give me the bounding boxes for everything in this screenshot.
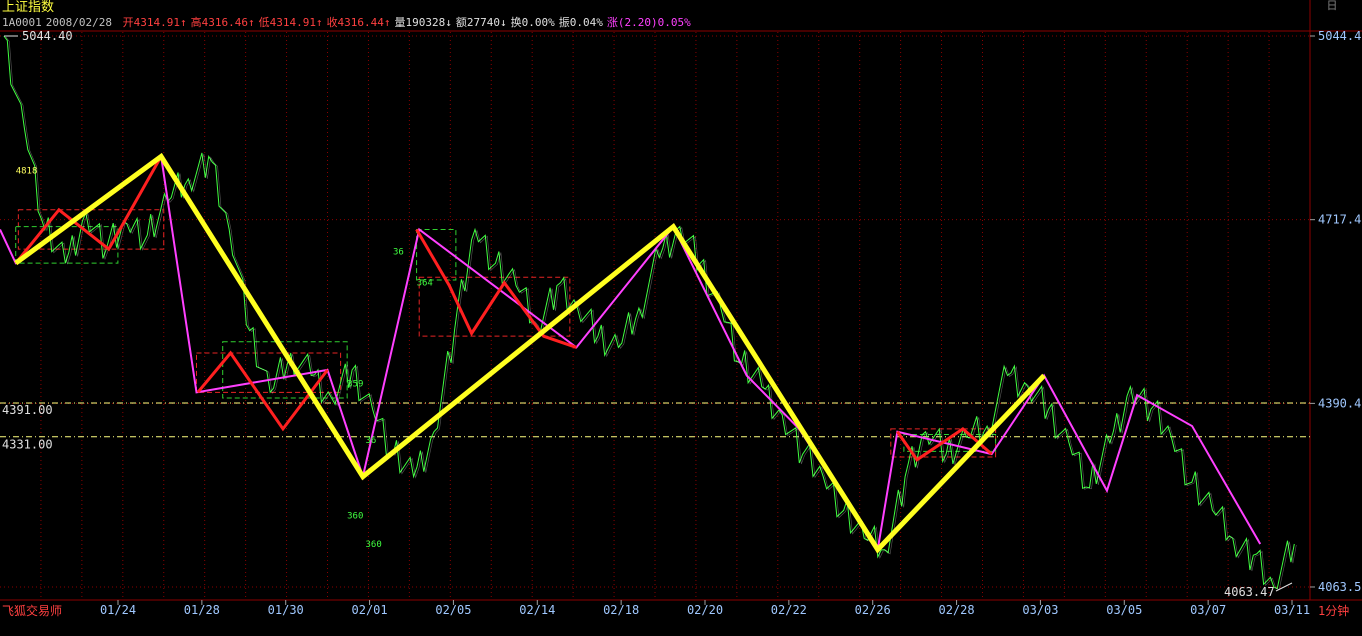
x-tick-label: 01/24: [100, 603, 136, 617]
annotation-label: 360: [365, 540, 381, 550]
amount: 额27740↓: [455, 16, 507, 29]
x-tick-label: 02/22: [771, 603, 807, 617]
red-zigzag-line: [14, 155, 163, 265]
period-selector[interactable]: 1分钟: [1318, 604, 1350, 618]
annotation-label: 359: [347, 380, 363, 390]
support-label: 4331.00: [2, 438, 53, 452]
quote-date: 2008/02/28: [45, 16, 112, 29]
x-tick-label: 03/07: [1190, 603, 1226, 617]
change: 涨(2.20)0.05%: [606, 16, 691, 29]
x-tick-label: 03/03: [1022, 603, 1058, 617]
x-tick-label: 02/28: [939, 603, 975, 617]
red-zigzag-line: [415, 228, 577, 349]
consolidation-box: [196, 352, 342, 393]
x-tick-label: 02/20: [687, 603, 723, 617]
red-zigzag-line: [196, 350, 329, 432]
x-tick-label: 02/26: [855, 603, 891, 617]
x-tick-label: 02/05: [435, 603, 471, 617]
low-value-label: 4063.47: [1224, 585, 1275, 599]
magenta-trend-line: [0, 154, 1262, 553]
consolidation-box: [222, 341, 348, 399]
annotation-label: 360: [347, 512, 363, 522]
volume: 量190328↓: [394, 16, 452, 29]
x-tick-label: 02/14: [519, 603, 555, 617]
consolidation-box: [416, 228, 457, 281]
y-tick-label: 4063.5: [1318, 580, 1361, 594]
amplitude: 振0.04%: [558, 16, 603, 29]
x-tick-label: 02/18: [603, 603, 639, 617]
price-series-shadow: [5, 36, 1297, 591]
y-tick-label: 4390.4: [1318, 396, 1361, 410]
window-toggle-button[interactable]: 日: [1326, 0, 1338, 12]
chart-title: 上证指数: [2, 0, 55, 15]
y-tick-label: 5044.4: [1318, 29, 1361, 43]
low-price: 低4314.91↑: [258, 16, 323, 29]
x-tick-label: 02/01: [352, 603, 388, 617]
annotation-label: 36: [393, 248, 404, 258]
yellow-trend-line: [14, 152, 1046, 554]
software-label: 飞狐交易师: [2, 604, 63, 618]
consolidation-box: [890, 428, 997, 458]
annotation-label: 36: [365, 436, 376, 446]
y-tick-label: 4717.4: [1318, 213, 1361, 227]
low-marker: [1275, 582, 1293, 592]
red-zigzag-line: [896, 426, 993, 462]
x-tick-label: 03/05: [1106, 603, 1142, 617]
x-tick-label: 01/30: [268, 603, 304, 617]
quote-header: 上证指数 1A0001 2008/02/28 开4314.91↑ 高4316.46↑…: [2, 0, 695, 32]
high-price: 高4316.46↑: [190, 16, 255, 29]
close-price: 收4316.44↑: [326, 16, 391, 29]
stock-code: 1A0001: [2, 16, 42, 29]
turnover: 换0.00%: [510, 16, 555, 29]
x-tick-label: 03/11: [1274, 603, 1310, 617]
support-label: 4391.00: [2, 403, 53, 417]
annotation-label: 4818: [16, 166, 38, 176]
x-tick-label: 01/28: [184, 603, 220, 617]
price-series-line: [3, 35, 1295, 590]
high-value-label: 5044.40: [22, 29, 73, 43]
open-price: 开4314.91↑: [122, 16, 187, 29]
annotation-label: 364: [417, 279, 433, 289]
